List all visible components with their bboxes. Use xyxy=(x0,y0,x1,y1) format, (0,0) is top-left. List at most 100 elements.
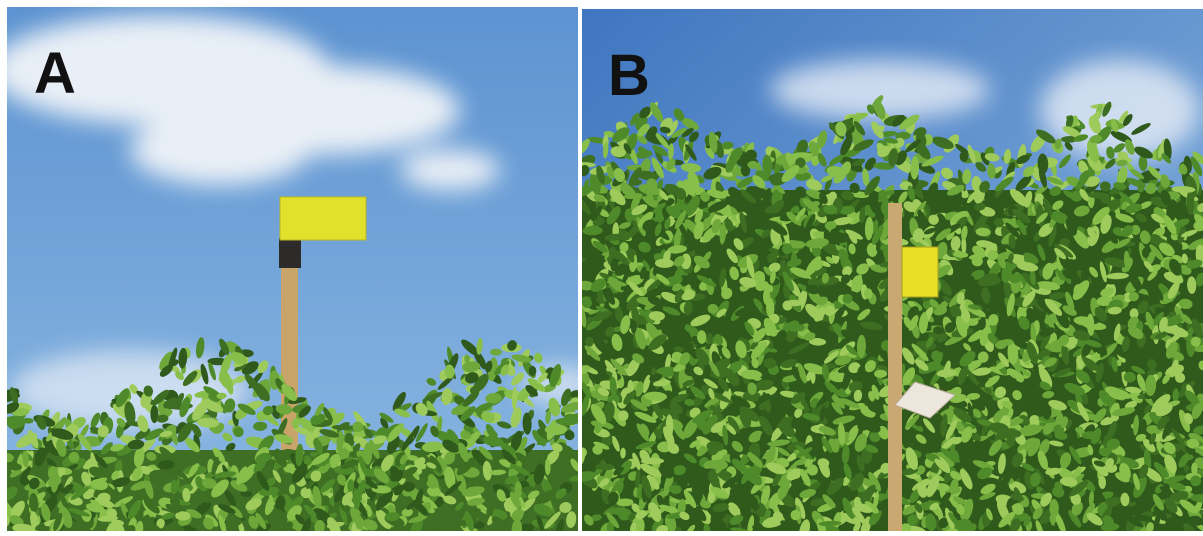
leaf xyxy=(711,441,723,451)
leaf xyxy=(1042,405,1052,420)
leaf xyxy=(274,434,294,444)
leaf xyxy=(626,292,644,311)
leaf xyxy=(592,335,609,355)
leaf xyxy=(795,447,813,458)
leaf xyxy=(590,403,607,425)
leaf xyxy=(273,504,286,522)
leaf xyxy=(851,507,866,525)
leaf xyxy=(253,382,270,402)
leaf xyxy=(349,443,361,459)
leaf xyxy=(900,523,912,531)
leaf xyxy=(90,452,97,472)
leaf xyxy=(689,439,701,449)
sticky-trap xyxy=(279,196,367,241)
leaf xyxy=(656,273,670,285)
leaf xyxy=(859,206,866,224)
leaf xyxy=(394,408,411,418)
leaf xyxy=(825,256,835,264)
leaf xyxy=(159,430,173,438)
leaf xyxy=(1135,433,1147,442)
leaf xyxy=(444,466,456,490)
leaf xyxy=(122,486,133,498)
leaf xyxy=(949,478,959,495)
leaf xyxy=(820,174,834,183)
leaf xyxy=(1054,247,1067,260)
leaf xyxy=(708,131,718,153)
leaf xyxy=(1190,494,1203,503)
leaf xyxy=(68,451,80,463)
leaf xyxy=(747,382,757,395)
leaf xyxy=(784,299,804,307)
leaf xyxy=(230,352,247,365)
leaf xyxy=(899,114,920,130)
leaf xyxy=(476,503,490,515)
leaf xyxy=(739,407,752,428)
leaf xyxy=(1187,276,1197,294)
leaf xyxy=(673,228,682,251)
leaf xyxy=(703,166,722,180)
leaf xyxy=(695,347,710,366)
leaf xyxy=(501,449,516,465)
leaf xyxy=(1185,445,1200,461)
leaf xyxy=(854,433,867,452)
leaf xyxy=(1172,218,1190,228)
leaf xyxy=(300,518,312,531)
leaf xyxy=(1061,343,1070,366)
leaf xyxy=(802,413,821,421)
leaf xyxy=(842,293,853,304)
leaf xyxy=(1194,446,1203,458)
leaf xyxy=(1181,253,1188,264)
leaf xyxy=(682,379,696,387)
leaf xyxy=(1131,365,1146,375)
leaf xyxy=(1087,155,1103,172)
leaf xyxy=(1018,424,1042,437)
leaf xyxy=(1129,308,1139,319)
leaf xyxy=(977,467,993,480)
leaf xyxy=(746,186,769,199)
leaf xyxy=(340,459,359,470)
leaf xyxy=(979,492,996,500)
leaf xyxy=(933,306,948,316)
leaf xyxy=(409,517,424,531)
leaf xyxy=(853,121,866,136)
leaf xyxy=(687,170,700,193)
leaf xyxy=(1125,203,1143,214)
leaf xyxy=(838,248,849,262)
leaf xyxy=(973,202,986,211)
leaf xyxy=(1117,110,1129,125)
leaf xyxy=(1174,372,1186,383)
leaf xyxy=(1168,326,1189,338)
leaf xyxy=(994,386,1007,399)
leaf xyxy=(804,457,814,468)
leaf xyxy=(780,416,792,431)
leaf xyxy=(653,379,671,387)
leaf xyxy=(632,353,645,364)
leaf xyxy=(614,263,628,276)
leaf xyxy=(1044,299,1063,316)
leaf xyxy=(1121,225,1134,237)
leaf xyxy=(220,353,232,376)
leaf xyxy=(474,402,493,413)
leaf xyxy=(708,360,720,377)
leaf xyxy=(464,511,475,531)
leaf xyxy=(1035,520,1044,531)
leaf xyxy=(683,489,697,509)
leaf xyxy=(646,126,658,139)
leaf xyxy=(989,422,1009,434)
leaf xyxy=(237,403,256,416)
leaf xyxy=(790,267,812,279)
leaf xyxy=(113,496,134,508)
leaf xyxy=(824,178,832,191)
leaf xyxy=(85,503,105,513)
leaf xyxy=(646,277,665,292)
leaf xyxy=(619,242,629,253)
leaf xyxy=(679,511,690,521)
leaf xyxy=(286,496,304,513)
leaf xyxy=(755,379,774,391)
leaf xyxy=(977,419,994,426)
leaf xyxy=(664,216,671,230)
leaf xyxy=(230,480,248,492)
leaf xyxy=(781,165,800,183)
leaf xyxy=(1061,136,1077,143)
leaf xyxy=(967,144,976,164)
